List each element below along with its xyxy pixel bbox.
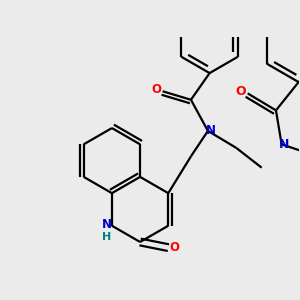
Text: O: O [169,241,180,254]
Text: N: N [206,124,216,137]
Text: N: N [279,138,290,151]
Text: H: H [102,232,111,242]
Text: O: O [152,83,161,96]
Text: O: O [235,85,246,98]
Text: N: N [102,218,112,231]
